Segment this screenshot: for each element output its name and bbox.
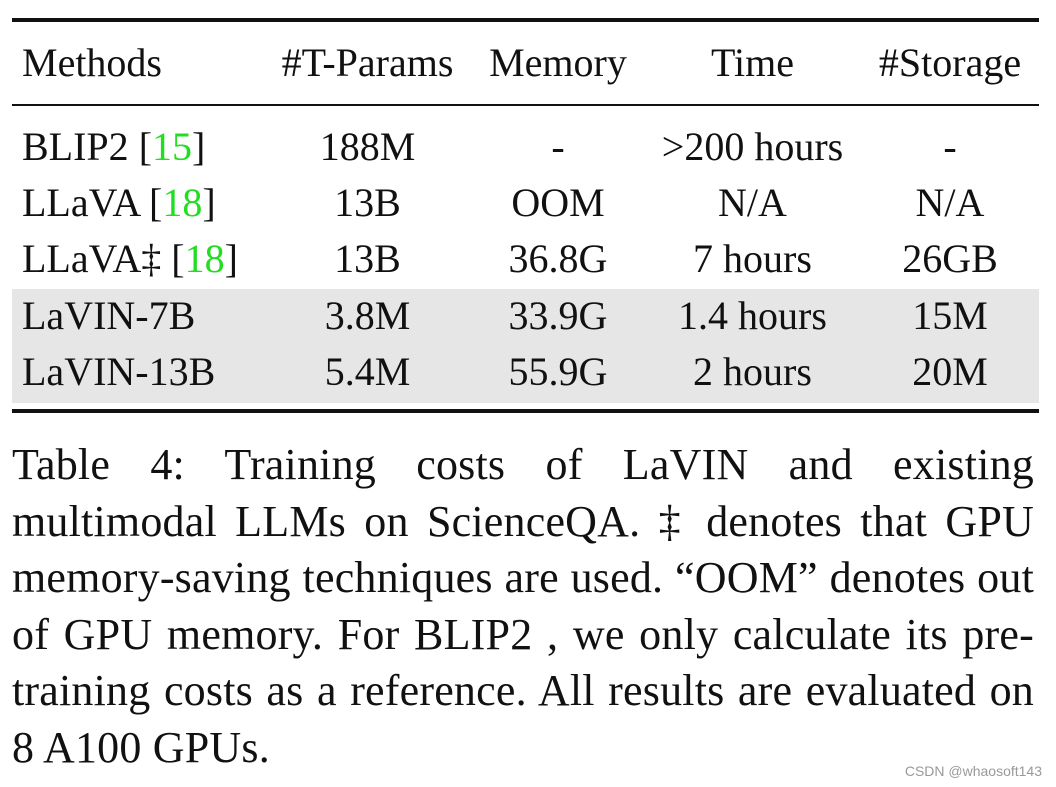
method-cell: BLIP2 [15]: [22, 124, 206, 169]
table-bottom-rule: [12, 409, 1039, 413]
table-row: LLaVA‡ [18] 13B 36.8G 7 hours 26GB: [0, 234, 1056, 284]
params-cell: 5.4M: [324, 349, 411, 394]
table-row-highlighted: LaVIN-13B 5.4M 55.9G 2 hours 20M: [0, 347, 1056, 397]
header-t-params: #T-Params: [281, 40, 454, 85]
citation-link[interactable]: 18: [162, 180, 203, 225]
storage-cell: 15M: [912, 293, 988, 338]
method-name: BLIP2: [22, 124, 129, 169]
memory-cell: 33.9G: [508, 293, 608, 338]
time-cell: 1.4 hours: [678, 293, 827, 338]
storage-cell: 26GB: [902, 236, 998, 281]
table-top-rule: [12, 18, 1039, 22]
method-name: LLaVA‡: [22, 236, 162, 281]
table-row-highlighted: LaVIN-7B 3.8M 33.9G 1.4 hours 15M: [0, 291, 1056, 341]
citation-link[interactable]: 18: [184, 236, 225, 281]
time-cell: >200 hours: [661, 124, 844, 169]
table-row: LLaVA [18] 13B OOM N/A N/A: [0, 178, 1056, 228]
storage-cell: N/A: [915, 180, 985, 225]
method-cell: LLaVA [18]: [22, 180, 216, 225]
table-header-row: Methods #T-Params Memory Time #Storage: [0, 38, 1056, 88]
method-name: LLaVA: [22, 180, 140, 225]
storage-cell: -: [943, 124, 957, 169]
header-time: Time: [710, 40, 794, 85]
time-cell: 7 hours: [693, 236, 812, 281]
table-header-rule: [12, 104, 1039, 106]
citation-link[interactable]: 15: [152, 124, 193, 169]
table-caption: Table 4: Training costs of LaVIN and exi…: [12, 440, 1034, 772]
params-cell: 188M: [319, 124, 416, 169]
header-methods: Methods: [22, 40, 162, 85]
header-storage: #Storage: [878, 40, 1022, 85]
memory-cell: OOM: [511, 180, 605, 225]
storage-cell: 20M: [912, 349, 988, 394]
params-cell: 3.8M: [324, 293, 411, 338]
table-highlight-band: [12, 289, 1039, 403]
memory-cell: 55.9G: [508, 349, 608, 394]
params-cell: 13B: [334, 236, 401, 281]
header-memory: Memory: [489, 40, 627, 85]
memory-cell: -: [551, 124, 565, 169]
table-row: BLIP2 [15] 188M - >200 hours -: [0, 122, 1056, 172]
time-cell: N/A: [718, 180, 787, 225]
time-cell: 2 hours: [693, 349, 812, 394]
method-cell: LaVIN-13B: [22, 349, 216, 394]
params-cell: 13B: [334, 180, 401, 225]
memory-cell: 36.8G: [508, 236, 608, 281]
method-cell: LLaVA‡ [18]: [22, 236, 238, 281]
watermark: CSDN @whaosoft143: [904, 763, 1042, 779]
method-cell: LaVIN-7B: [22, 293, 196, 338]
